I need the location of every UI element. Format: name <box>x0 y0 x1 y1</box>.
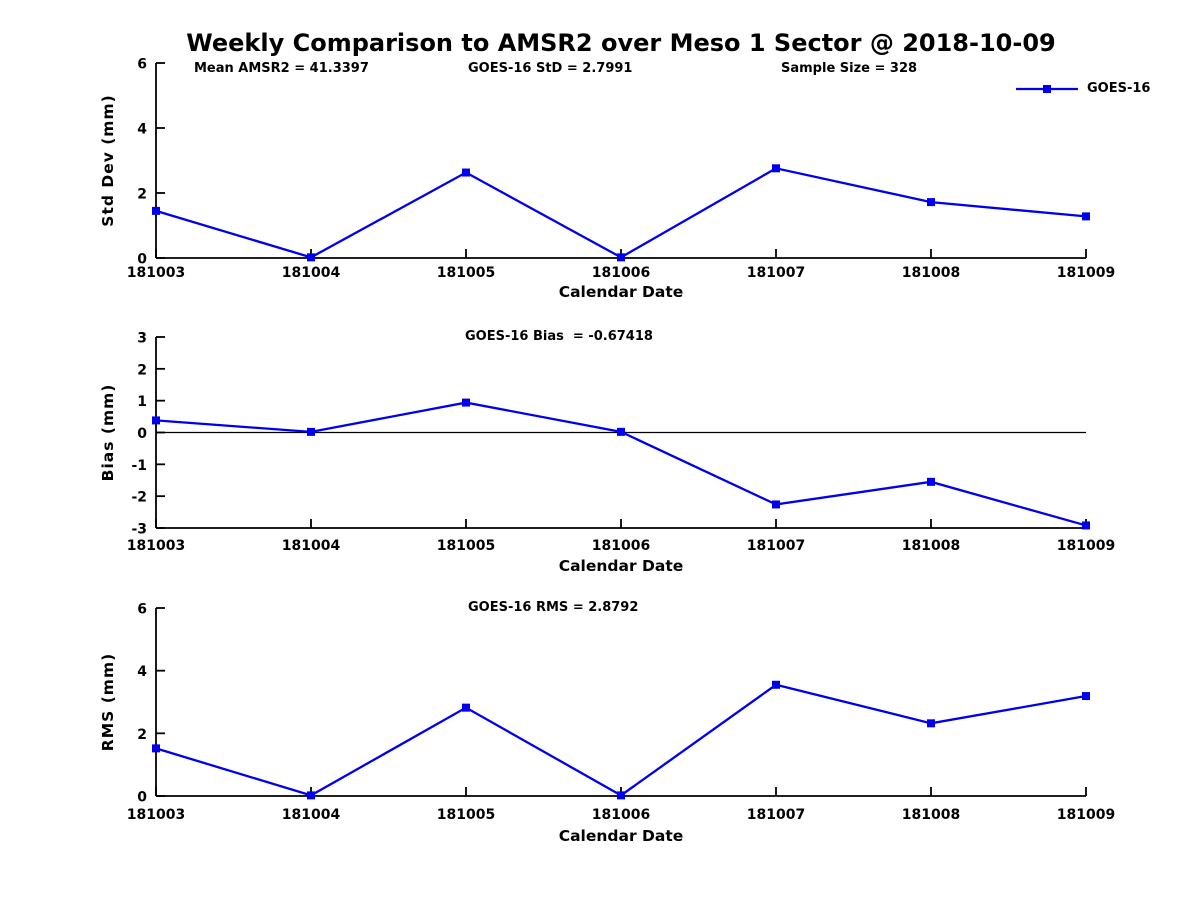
y-axis-title: Std Dev (mm) <box>99 94 117 226</box>
data-point-marker <box>1082 692 1090 701</box>
data-point-marker <box>772 680 780 689</box>
x-axis-title: Calendar Date <box>559 557 684 575</box>
y-tick-label: 2 <box>137 362 147 378</box>
x-tick-label: 181003 <box>127 265 185 281</box>
x-tick-label: 181006 <box>592 538 650 554</box>
data-point-marker <box>617 253 625 262</box>
x-tick-label: 181007 <box>747 807 805 823</box>
x-tick-label: 181006 <box>592 807 650 823</box>
data-point-marker <box>152 744 160 753</box>
data-point-marker <box>617 791 625 800</box>
y-tick-label: 3 <box>137 331 147 347</box>
subplot-bias-mm: -3 -2 -1 0 1 2 3 181003 181004 181005 181006 181007… <box>99 331 1115 576</box>
x-tick-label: 181005 <box>437 807 495 823</box>
y-tick-label: 1 <box>137 394 147 410</box>
x-tick-label: 181009 <box>1057 538 1115 554</box>
data-point-marker <box>152 416 160 425</box>
y-tick-label: 4 <box>137 664 147 680</box>
data-point-marker <box>462 398 470 407</box>
x-axis-title: Calendar Date <box>559 827 684 845</box>
data-point-marker <box>1082 212 1090 221</box>
x-tick-label: 181004 <box>282 807 341 823</box>
data-point-marker <box>772 500 780 509</box>
annotation-goes16-bias: GOES-16 Bias = -0.67418 <box>465 329 653 344</box>
y-tick-label: 4 <box>137 122 147 138</box>
annotation-sample-size: Sample Size = 328 <box>781 61 918 76</box>
y-tick-label: -1 <box>131 458 147 474</box>
data-point-marker <box>307 427 315 436</box>
series-line-goes16 <box>155 683 1087 797</box>
data-point-marker <box>617 427 625 436</box>
x-tick-label: 181008 <box>902 807 960 823</box>
y-tick-label: 0 <box>137 252 147 268</box>
legend: GOES-16 <box>1014 81 1150 96</box>
annotation-mean-amsr2: Mean AMSR2 = 41.3397 <box>194 61 369 76</box>
x-tick-label: 181005 <box>437 538 495 554</box>
subplot-rms-mm: 0 2 4 6 181003 181004 181005 181006 181007 181008… <box>99 602 1115 846</box>
data-point-marker <box>927 198 935 207</box>
data-point-marker <box>462 168 470 177</box>
figure-title: Weekly Comparison to AMSR2 over Meso 1 S… <box>186 29 1056 57</box>
series-line-goes16 <box>155 167 1087 259</box>
x-tick-label: 181006 <box>592 265 650 281</box>
x-tick-label: 181007 <box>747 265 805 281</box>
y-tick-label: 0 <box>137 426 147 442</box>
x-tick-label: 181003 <box>127 538 185 554</box>
x-tick-label: 181009 <box>1057 807 1115 823</box>
legend-label: GOES-16 <box>1087 81 1151 96</box>
y-tick-label: 2 <box>137 187 147 203</box>
data-point-marker <box>772 164 780 173</box>
x-tick-label: 181007 <box>747 538 805 554</box>
x-tick-label: 181004 <box>282 538 341 554</box>
annotation-goes16-rms: GOES-16 RMS = 2.8792 <box>468 600 639 615</box>
y-tick-label: -2 <box>131 490 147 506</box>
x-tick-label: 181004 <box>282 265 341 281</box>
legend-line-sample-icon <box>1016 84 1078 93</box>
data-point-marker <box>1082 521 1090 530</box>
y-tick-label: 0 <box>137 790 147 806</box>
x-tick-label: 181008 <box>902 265 960 281</box>
data-point-marker <box>462 703 470 712</box>
y-tick-label: 2 <box>137 727 147 743</box>
series-line-goes16 <box>155 401 1087 527</box>
y-tick-label: -3 <box>131 522 147 538</box>
x-tick-label: 181003 <box>127 807 185 823</box>
x-tick-label: 181005 <box>437 265 495 281</box>
x-tick-label: 181008 <box>902 538 960 554</box>
x-axis-title: Calendar Date <box>559 283 684 301</box>
y-axis-title: Bias (mm) <box>99 384 117 482</box>
data-point-marker <box>927 477 935 486</box>
x-tick-label: 181009 <box>1057 265 1115 281</box>
data-point-marker <box>152 206 160 215</box>
annotation-goes16-std: GOES-16 StD = 2.7991 <box>468 61 633 76</box>
subplot-std-dev-mm: 0 2 4 6 181003 181004 181005 181006 181007 181008… <box>99 57 1115 302</box>
data-point-marker <box>307 253 315 262</box>
data-point-marker <box>307 791 315 800</box>
data-point-marker <box>927 719 935 728</box>
y-tick-label: 6 <box>137 57 147 73</box>
y-axis-title: RMS (mm) <box>99 653 117 751</box>
y-tick-label: 6 <box>137 602 147 618</box>
